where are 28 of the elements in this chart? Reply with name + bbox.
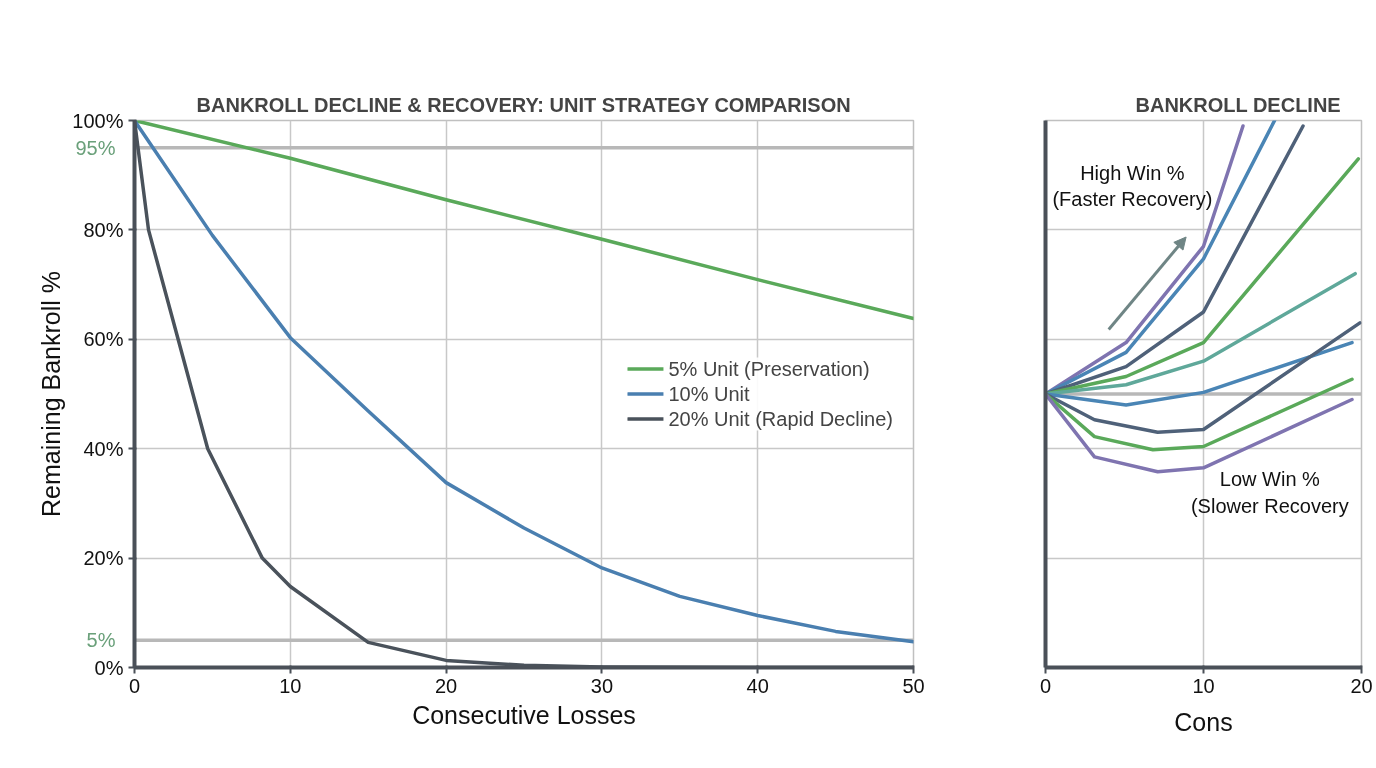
ref-line-label: 95% (75, 136, 116, 159)
ref-line-label: 5% (86, 629, 116, 652)
x-axis-title: Consecutive Losses (412, 700, 636, 729)
y-axis-title: Remaining Bankroll % (36, 271, 65, 517)
x-tick-label: 0 (1039, 674, 1052, 697)
y-tick-label: 80% (83, 218, 124, 241)
x-tick-label: 30 (590, 674, 614, 697)
x-tick-label: 10 (1192, 674, 1215, 697)
y-tick-label: 40% (83, 437, 124, 460)
x-tick-label: 20 (434, 674, 458, 697)
y-tick-label: 100% (72, 109, 124, 132)
legend-label: 20% Unit (Rapid Decline) (668, 407, 893, 430)
chart-title: BANKROLL DECLINE (1135, 93, 1341, 116)
x-tick-label: 40 (746, 674, 769, 697)
legend-label: 5% Unit (Preservation) (668, 357, 870, 380)
y-tick-label: 60% (83, 328, 124, 351)
chart-title: BANKROLL DECLINE & RECOVERY: UNIT STRATEGY COMPARISON (196, 93, 851, 116)
legend-label: 10% Unit (668, 382, 750, 405)
y-tick-label: 0% (94, 656, 124, 679)
annotation: Low Win % (Slower Recovery (1190, 468, 1349, 517)
y-tick-label: 20% (83, 547, 124, 570)
x-tick-label: 50 (902, 674, 925, 697)
x-tick-label: 0 (128, 674, 141, 697)
x-tick-label: 20 (1350, 674, 1373, 697)
line-series (134, 120, 914, 321)
x-tick-label: 10 (279, 674, 302, 697)
annotation: High Win % (Faster Recovery) (1052, 161, 1213, 211)
x-axis-title: Cons (1174, 707, 1233, 736)
